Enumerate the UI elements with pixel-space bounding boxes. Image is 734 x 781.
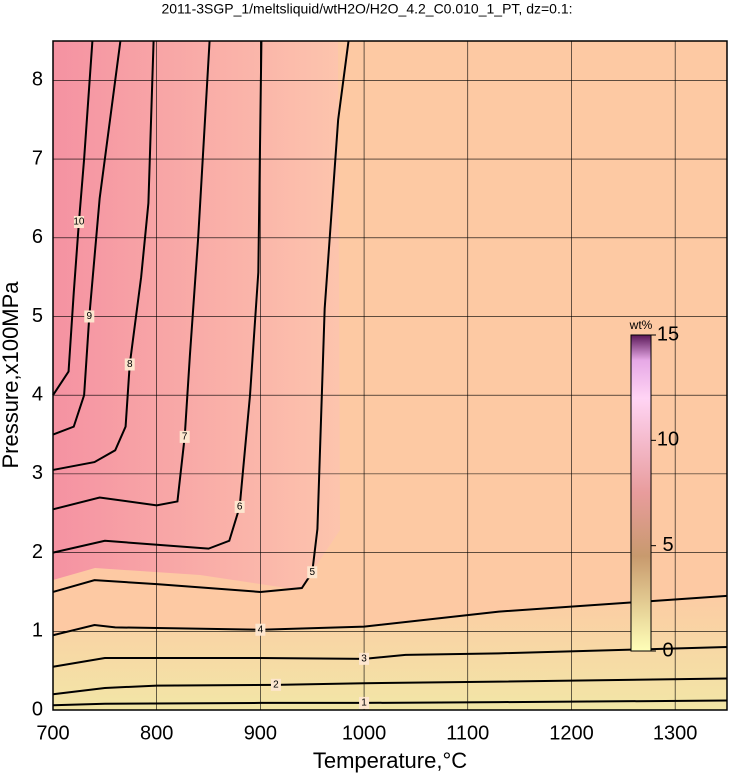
contour-label: 3 xyxy=(361,653,367,664)
y-tick-label: 7 xyxy=(32,147,43,169)
contour-label-bg xyxy=(124,358,135,371)
contour-label-bg xyxy=(359,696,370,709)
contour-line xyxy=(52,40,350,593)
contour-label-bg xyxy=(359,652,370,665)
contour-label: 5 xyxy=(309,567,315,578)
x-tick-label: 1000 xyxy=(342,722,387,744)
y-tick-label: 0 xyxy=(32,698,43,720)
y-tick-label: 6 xyxy=(32,226,43,248)
contour-line xyxy=(52,40,94,396)
high-water-region xyxy=(53,41,340,590)
colorbar-tick-label: 10 xyxy=(657,429,679,451)
x-tick-label: 900 xyxy=(244,722,277,744)
contour-label: 9 xyxy=(87,311,93,322)
colorbar xyxy=(630,334,652,652)
y-tick-label: 5 xyxy=(32,305,43,327)
x-axis-label: Temperature,°C xyxy=(313,748,467,773)
contour-line xyxy=(52,40,211,511)
colorbar-label: wt% xyxy=(629,318,653,332)
contour-label: 6 xyxy=(237,502,243,513)
contour-line xyxy=(52,40,263,554)
y-tick-label: 8 xyxy=(32,69,43,91)
y-tick-label: 2 xyxy=(32,541,43,563)
contour-label: 7 xyxy=(182,432,188,443)
y-tick-label: 1 xyxy=(32,620,43,642)
colorbar-tick-label: 15 xyxy=(657,323,679,345)
contour-label-bg xyxy=(179,430,190,443)
x-tick-label: 800 xyxy=(140,722,173,744)
contour-label-bg xyxy=(73,216,84,229)
contour-label-bg xyxy=(255,623,266,636)
contour-label: 1 xyxy=(361,698,367,709)
contour-label: 10 xyxy=(73,217,85,228)
contour-line xyxy=(52,699,728,707)
contour-label: 4 xyxy=(258,624,264,635)
plot-frame xyxy=(52,40,728,711)
contour-label-bg xyxy=(234,500,245,513)
contour-label-bg xyxy=(84,310,95,323)
y-tick-label: 3 xyxy=(32,462,43,484)
x-tick-label: 1100 xyxy=(446,722,489,744)
x-tick-label: 1200 xyxy=(549,722,594,744)
contour-label-bg xyxy=(307,566,318,579)
x-tick-label: 700 xyxy=(36,722,69,744)
contour-label-bg xyxy=(270,678,281,691)
y-tick-label: 4 xyxy=(32,383,43,405)
chart-title: 2011-3SGP_1/meltsliquid/wtH2O/H2O_4.2_C0… xyxy=(161,1,572,17)
colorbar-tick-label: 5 xyxy=(662,534,673,556)
x-tick-label: 1300 xyxy=(653,722,698,744)
colorbar-tick-label: 0 xyxy=(662,639,673,661)
contour-line xyxy=(52,40,155,471)
y-axis-label: Pressure,x100MPa xyxy=(0,281,23,469)
contour-label: 8 xyxy=(127,359,133,370)
contour-label: 2 xyxy=(273,679,279,690)
